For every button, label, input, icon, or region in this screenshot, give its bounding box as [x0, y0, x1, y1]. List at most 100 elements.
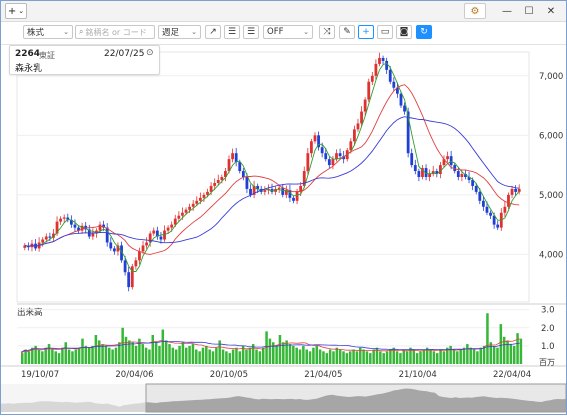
- align-left-button[interactable]: ☰: [224, 25, 240, 39]
- volume-bar: [238, 351, 242, 364]
- close-button[interactable]: ✕: [540, 3, 562, 19]
- volume-bar: [322, 351, 325, 364]
- candle-body: [198, 197, 202, 201]
- candle-body: [48, 236, 52, 238]
- volume-bar: [134, 345, 138, 364]
- volume-bar: [442, 351, 446, 364]
- date-tick-label: 21/04/05: [304, 370, 342, 380]
- candle-body: [428, 174, 432, 177]
- volume-bar: [506, 340, 509, 364]
- maximize-icon: ☐: [524, 5, 534, 17]
- candle-body: [184, 209, 188, 213]
- candle-body: [464, 174, 467, 177]
- candle-body: [69, 219, 73, 225]
- close-icon: ✕: [546, 5, 556, 17]
- candle-body: [338, 153, 342, 157]
- date-tick-label: 20/10/05: [210, 370, 248, 380]
- candle-body: [141, 245, 145, 252]
- candle-body: [367, 81, 371, 100]
- camera-button[interactable]: ◙: [396, 25, 412, 39]
- volume-bar: [235, 347, 238, 364]
- candle-body: [363, 99, 367, 112]
- candle-body: [163, 230, 166, 240]
- add-tab-button[interactable]: + ⌄: [5, 3, 27, 19]
- candle-body: [181, 212, 184, 216]
- volume-bar: [399, 353, 402, 364]
- candle-body: [91, 233, 95, 237]
- search-input[interactable]: [85, 27, 151, 37]
- period-select[interactable]: 週足 ⌄: [158, 25, 201, 39]
- candle-body: [130, 266, 134, 288]
- volume-bar: [108, 347, 111, 364]
- candle-body: [299, 185, 303, 192]
- camera-icon: ◙: [399, 27, 409, 37]
- volume-bar: [91, 345, 94, 364]
- candle-body: [173, 218, 177, 225]
- align-right-button[interactable]: ☰: [243, 25, 259, 39]
- volume-unit-label: 百万: [539, 358, 555, 367]
- volume-bar: [359, 347, 362, 364]
- candle-body: [360, 111, 363, 124]
- candle-body: [62, 217, 66, 219]
- symbol-search[interactable]: ⌕: [75, 25, 155, 39]
- volume-bar: [97, 340, 101, 364]
- volume-bar: [365, 351, 369, 364]
- maximize-button[interactable]: ☐: [518, 3, 540, 19]
- candle-body: [424, 168, 428, 177]
- volume-bar: [412, 349, 416, 364]
- indicator-mode-select[interactable]: OFF ⌄: [263, 25, 313, 39]
- volume-bar: [218, 340, 221, 364]
- volume-bar: [164, 340, 168, 364]
- asset-type-select[interactable]: 株式 ⌄: [23, 25, 73, 39]
- volume-bar: [415, 353, 419, 364]
- price-tick-label: 5,000: [539, 191, 563, 201]
- volume-bar: [385, 351, 389, 364]
- candle-body: [241, 171, 245, 177]
- volume-bar: [111, 349, 114, 364]
- candle-body: [77, 227, 80, 231]
- candle-body: [249, 188, 252, 195]
- volume-bar: [389, 349, 392, 364]
- gear-icon: ⚙: [470, 5, 480, 17]
- volume-bar: [168, 344, 171, 364]
- minimize-button[interactable]: —: [496, 3, 518, 19]
- pencil-button[interactable]: ✎: [339, 25, 355, 39]
- market-label: 東証: [39, 51, 55, 60]
- candle-body: [467, 177, 471, 180]
- trend-line-button[interactable]: ↗: [205, 25, 221, 39]
- price-chart[interactable]: 4,000 5,000 6,000 7,000 出来高 1.0 2.0 3.0 百万 19/10/…: [1, 44, 567, 414]
- stock-code: 2264: [15, 49, 41, 59]
- volume-bar: [138, 338, 141, 364]
- shuffle-button[interactable]: ⤨: [319, 25, 335, 39]
- rectangle-button[interactable]: ▭: [377, 25, 393, 39]
- volume-bar: [469, 347, 472, 364]
- candle-body: [374, 63, 378, 76]
- candle-body: [485, 206, 489, 213]
- volume-bar: [205, 345, 208, 364]
- volume-bar: [312, 347, 315, 364]
- crosshair-button[interactable]: +: [358, 25, 374, 39]
- chevron-down-icon: ⌄: [18, 7, 25, 15]
- candle-body: [438, 165, 442, 175]
- volume-bar: [298, 349, 302, 364]
- volume-bar: [81, 338, 84, 364]
- chart-area[interactable]: 4,000 5,000 6,000 7,000 出来高 1.0 2.0 3.0 百万 19/10/…: [1, 44, 567, 414]
- candle-body: [335, 153, 338, 160]
- volume-bar: [245, 349, 248, 364]
- tab-controls: + ⌄: [5, 3, 27, 19]
- volume-bar: [369, 353, 372, 364]
- volume-bar: [405, 351, 409, 364]
- expand-icon[interactable]: ⊙: [146, 48, 154, 58]
- candle-body: [159, 236, 163, 240]
- candle-body: [52, 233, 55, 238]
- volume-bar: [372, 349, 375, 364]
- plus-icon: +: [7, 5, 17, 17]
- volume-bar: [392, 347, 395, 364]
- volume-tick-label: 3.0: [541, 306, 555, 316]
- refresh-button[interactable]: ↻: [416, 25, 432, 39]
- volume-bar: [171, 347, 175, 364]
- settings-button[interactable]: ⚙: [464, 3, 486, 19]
- chart-toolbar: ♛ 株式 ⌄ ⌕ 週足 ⌄ ↗ ☰ ☰ OFF ⌄ ⤨ ✎ + ▭ ◙ ↻: [1, 22, 566, 55]
- volume-bar: [21, 353, 24, 364]
- volume-bar: [67, 349, 71, 364]
